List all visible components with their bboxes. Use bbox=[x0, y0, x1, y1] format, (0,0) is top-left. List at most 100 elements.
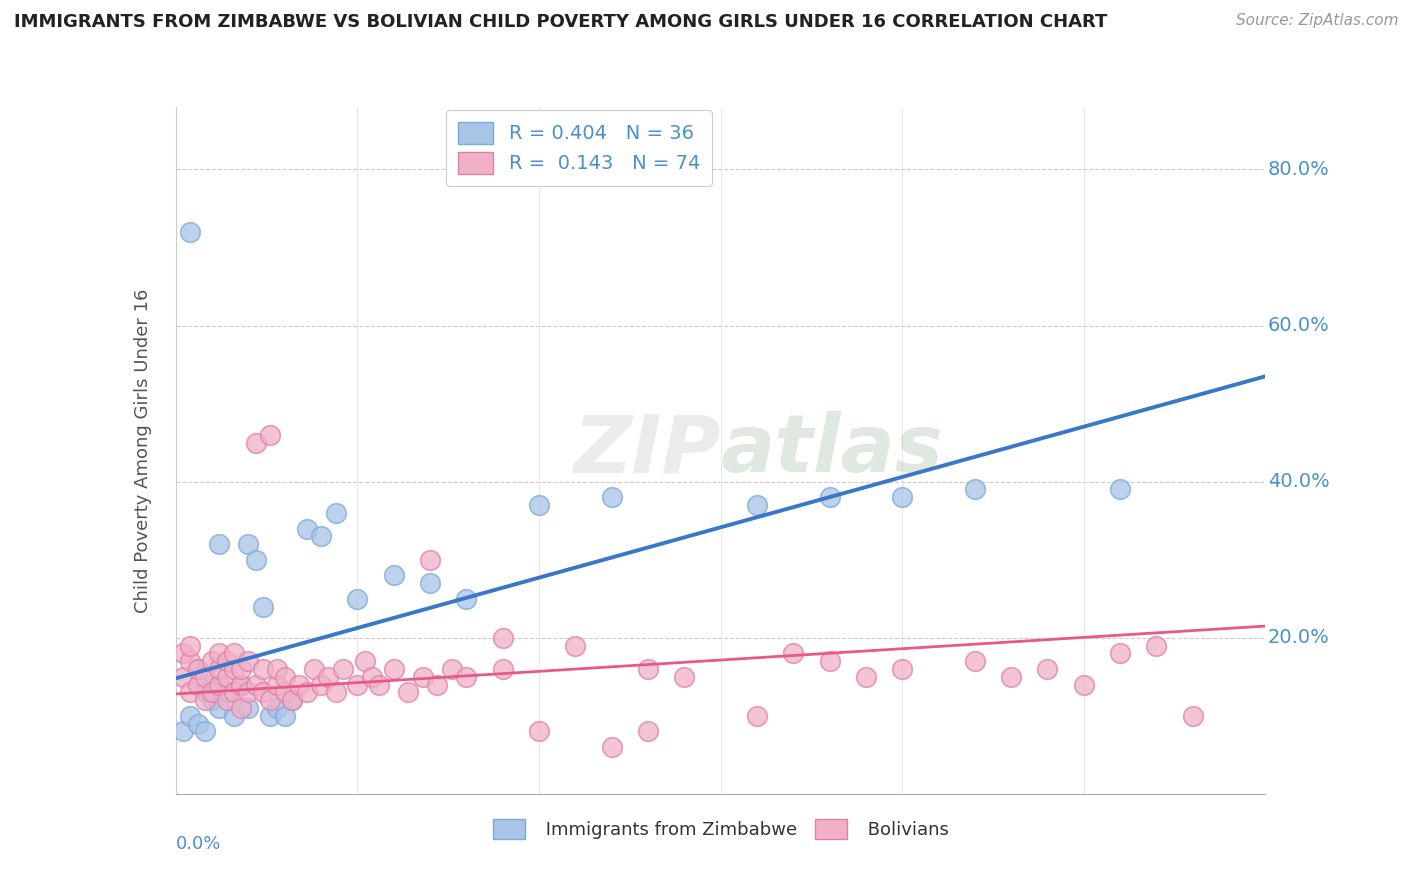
Point bbox=[266, 662, 288, 676]
Text: ZIP: ZIP bbox=[574, 411, 721, 490]
Point bbox=[231, 678, 253, 692]
Point bbox=[179, 654, 201, 668]
Point bbox=[238, 701, 260, 715]
Point bbox=[215, 685, 238, 699]
Point bbox=[172, 670, 194, 684]
Point bbox=[238, 654, 260, 668]
Point bbox=[673, 670, 696, 684]
Point bbox=[252, 599, 274, 614]
Point bbox=[201, 654, 224, 668]
Point bbox=[353, 654, 375, 668]
Point bbox=[396, 685, 419, 699]
Point bbox=[194, 693, 217, 707]
Point bbox=[222, 685, 245, 699]
Point bbox=[745, 498, 768, 512]
Text: 0.0%: 0.0% bbox=[176, 835, 221, 853]
Point bbox=[259, 693, 281, 707]
Point bbox=[208, 678, 231, 692]
Point bbox=[179, 685, 201, 699]
Text: 60.0%: 60.0% bbox=[1268, 316, 1329, 335]
Point bbox=[1146, 639, 1168, 653]
Point bbox=[382, 662, 405, 676]
Point bbox=[818, 490, 841, 504]
Point bbox=[201, 685, 224, 699]
Point bbox=[222, 662, 245, 676]
Point bbox=[266, 701, 288, 715]
Point bbox=[818, 654, 841, 668]
Point bbox=[259, 427, 281, 442]
Point bbox=[1000, 670, 1022, 684]
Point bbox=[492, 662, 515, 676]
Point bbox=[302, 662, 325, 676]
Point bbox=[238, 537, 260, 551]
Point bbox=[1109, 483, 1132, 497]
Point bbox=[564, 639, 586, 653]
Point bbox=[186, 716, 209, 731]
Point bbox=[222, 646, 245, 660]
Point bbox=[346, 591, 368, 606]
Point bbox=[215, 670, 238, 684]
Point bbox=[231, 662, 253, 676]
Point bbox=[266, 678, 288, 692]
Point bbox=[274, 685, 297, 699]
Point bbox=[309, 678, 332, 692]
Point bbox=[231, 678, 253, 692]
Point bbox=[963, 654, 986, 668]
Point bbox=[172, 724, 194, 739]
Point bbox=[1036, 662, 1059, 676]
Y-axis label: Child Poverty Among Girls Under 16: Child Poverty Among Girls Under 16 bbox=[134, 288, 152, 613]
Text: 20.0%: 20.0% bbox=[1268, 628, 1329, 648]
Text: Source: ZipAtlas.com: Source: ZipAtlas.com bbox=[1236, 13, 1399, 29]
Point bbox=[1109, 646, 1132, 660]
Point bbox=[208, 537, 231, 551]
Point bbox=[637, 662, 659, 676]
Point bbox=[179, 639, 201, 653]
Point bbox=[891, 662, 914, 676]
Point bbox=[527, 724, 550, 739]
Point bbox=[281, 693, 304, 707]
Text: atlas: atlas bbox=[721, 411, 943, 490]
Point bbox=[215, 693, 238, 707]
Point bbox=[368, 678, 391, 692]
Point bbox=[245, 552, 267, 567]
Point bbox=[172, 646, 194, 660]
Point bbox=[412, 670, 434, 684]
Point bbox=[527, 498, 550, 512]
Point bbox=[186, 662, 209, 676]
Point bbox=[325, 685, 347, 699]
Point bbox=[194, 670, 217, 684]
Point bbox=[281, 693, 304, 707]
Point bbox=[222, 708, 245, 723]
Point bbox=[186, 662, 209, 676]
Point bbox=[208, 701, 231, 715]
Point bbox=[600, 490, 623, 504]
Point bbox=[274, 708, 297, 723]
Point bbox=[782, 646, 804, 660]
Point bbox=[332, 662, 354, 676]
Point bbox=[309, 529, 332, 543]
Point bbox=[245, 435, 267, 450]
Point bbox=[295, 521, 318, 535]
Point bbox=[440, 662, 463, 676]
Point bbox=[288, 678, 311, 692]
Point bbox=[456, 591, 478, 606]
Point bbox=[231, 701, 253, 715]
Point bbox=[186, 678, 209, 692]
Point bbox=[419, 552, 441, 567]
Point bbox=[274, 670, 297, 684]
Point bbox=[745, 708, 768, 723]
Point bbox=[419, 576, 441, 591]
Point bbox=[855, 670, 877, 684]
Point bbox=[208, 646, 231, 660]
Point bbox=[1181, 708, 1204, 723]
Point bbox=[426, 678, 449, 692]
Text: 80.0%: 80.0% bbox=[1268, 160, 1329, 179]
Point bbox=[492, 631, 515, 645]
Text: 40.0%: 40.0% bbox=[1268, 472, 1329, 491]
Point bbox=[238, 685, 260, 699]
Point bbox=[637, 724, 659, 739]
Point bbox=[891, 490, 914, 504]
Point bbox=[325, 506, 347, 520]
Point bbox=[201, 678, 224, 692]
Point bbox=[318, 670, 340, 684]
